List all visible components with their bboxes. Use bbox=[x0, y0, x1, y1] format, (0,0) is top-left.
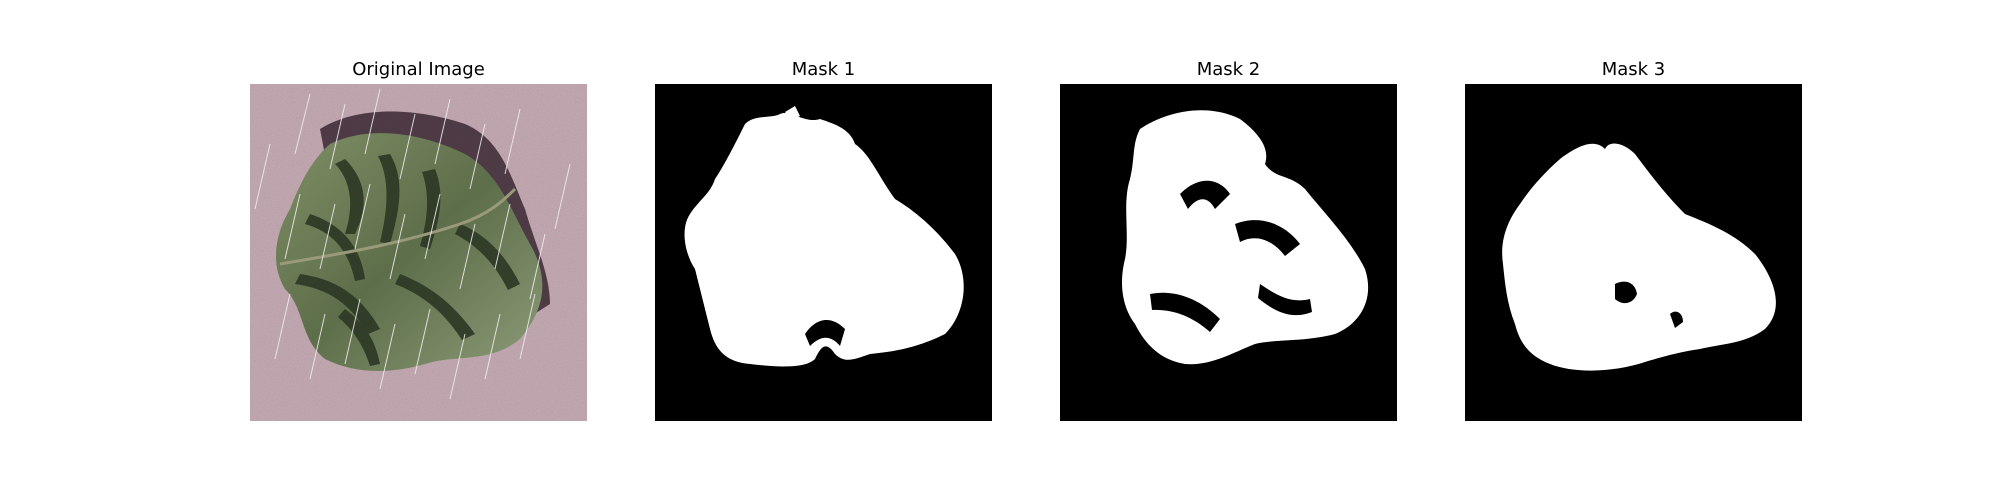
panel-title-original: Original Image bbox=[352, 59, 485, 80]
leaf-midrib bbox=[279, 187, 517, 266]
panel-title-mask-1: Mask 1 bbox=[791, 59, 856, 80]
mask-3-image bbox=[1465, 84, 1802, 421]
mask-3-panel bbox=[1465, 84, 1802, 421]
leaf-veins bbox=[295, 154, 520, 366]
mask-2-panel bbox=[1060, 84, 1397, 421]
panel-title-mask-3: Mask 3 bbox=[1601, 59, 1666, 80]
mask-3-region bbox=[1502, 143, 1776, 371]
panel-title-mask-2: Mask 2 bbox=[1196, 59, 1261, 80]
mask-1-region bbox=[684, 112, 964, 367]
mask-1-panel bbox=[655, 84, 992, 421]
leaf bbox=[275, 133, 543, 371]
rain-streaks bbox=[254, 88, 571, 400]
mask-1-image bbox=[655, 84, 992, 421]
original-image bbox=[250, 84, 587, 421]
original-image-panel bbox=[250, 84, 587, 421]
mask-2-image bbox=[1060, 84, 1397, 421]
